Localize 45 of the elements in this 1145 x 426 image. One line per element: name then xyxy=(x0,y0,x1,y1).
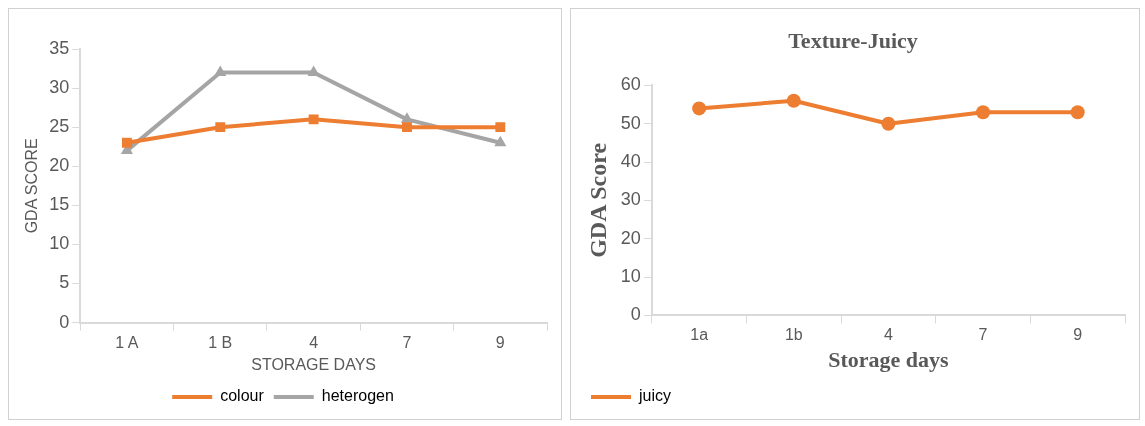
y-axis-title: GDA Score xyxy=(584,142,611,258)
y-tick-label: 35 xyxy=(49,37,70,58)
point xyxy=(215,122,226,133)
x-tick-label: 1b xyxy=(784,326,803,344)
y-tick-label: 15 xyxy=(49,194,70,215)
x-tick-label: 4 xyxy=(309,333,319,351)
point xyxy=(976,105,991,120)
point xyxy=(308,114,319,125)
x-tick-label: 1 B xyxy=(208,333,233,351)
point xyxy=(881,116,896,131)
y-tick-label: 5 xyxy=(59,272,70,293)
y-tick-label: 40 xyxy=(620,151,641,172)
x-tick-label: 4 xyxy=(883,326,893,344)
y-tick-label: 60 xyxy=(620,74,641,95)
y-tick-label: 10 xyxy=(49,233,70,254)
point xyxy=(121,137,132,148)
x-tick-label: 9 xyxy=(1073,326,1083,344)
x-tick-label: 7 xyxy=(402,333,412,351)
point xyxy=(214,65,227,76)
y-tick-label: 0 xyxy=(59,311,70,332)
y-axis-title: GDA SCORE xyxy=(23,138,41,234)
point xyxy=(495,122,506,133)
legend-label: colour xyxy=(220,387,265,405)
y-tick-label: 25 xyxy=(49,116,70,137)
x-tick-label: 1 A xyxy=(115,333,139,351)
point xyxy=(1070,105,1085,120)
y-tick-label: 30 xyxy=(620,189,641,210)
y-tick-label: 50 xyxy=(620,112,641,133)
legend-label: juicy xyxy=(638,387,672,405)
point xyxy=(786,93,801,108)
legend-label: heterogen xyxy=(321,387,394,405)
x-axis-title: Storage days xyxy=(828,347,950,373)
point xyxy=(692,101,707,116)
y-tick-label: 0 xyxy=(630,304,641,325)
point xyxy=(494,135,507,147)
y-tick-label: 10 xyxy=(620,266,641,287)
x-tick-label: 1a xyxy=(690,326,709,344)
x-tick-label: 9 xyxy=(495,333,505,351)
y-tick-label: 20 xyxy=(49,155,70,176)
x-tick-label: 7 xyxy=(978,326,988,344)
chart-title: Texture-Juicy xyxy=(788,27,918,53)
x-axis-title: STORAGE DAYS xyxy=(251,355,376,373)
y-tick-label: 20 xyxy=(620,227,641,248)
y-tick-label: 30 xyxy=(49,77,70,98)
point xyxy=(402,122,412,133)
